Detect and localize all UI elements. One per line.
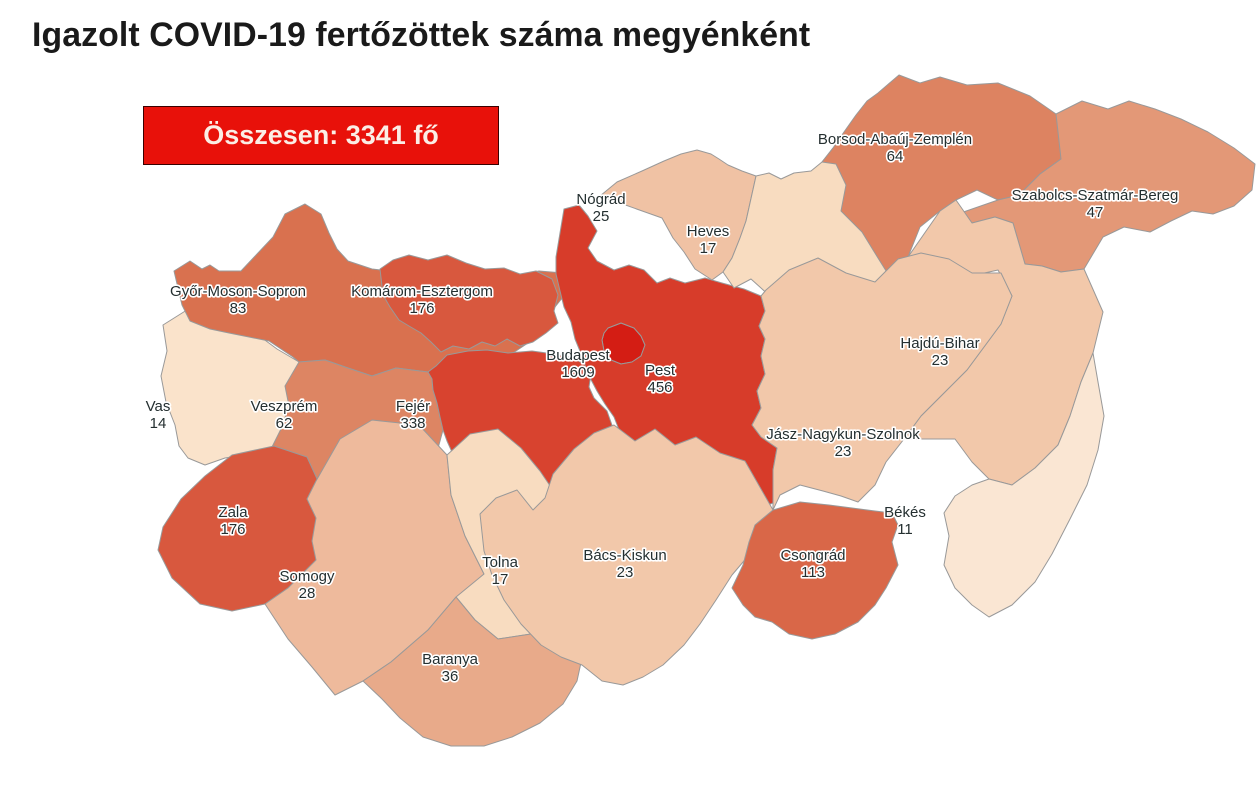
- svg-text:456: 456: [647, 379, 672, 396]
- svg-text:Nógrád: Nógrád: [576, 191, 625, 208]
- svg-text:47: 47: [1087, 204, 1104, 221]
- svg-text:23: 23: [932, 352, 949, 369]
- svg-text:Vas: Vas: [146, 398, 171, 415]
- svg-text:Veszprém: Veszprém: [251, 398, 318, 415]
- svg-text:Komárom-Esztergom: Komárom-Esztergom: [351, 283, 493, 300]
- svg-text:36: 36: [442, 668, 459, 685]
- svg-text:Tolna: Tolna: [482, 554, 519, 571]
- svg-text:62: 62: [276, 415, 293, 432]
- svg-text:338: 338: [400, 415, 425, 432]
- svg-text:113: 113: [801, 564, 825, 581]
- svg-text:Pest: Pest: [645, 362, 676, 379]
- svg-text:Baranya: Baranya: [422, 651, 479, 668]
- svg-text:23: 23: [617, 564, 634, 581]
- svg-text:Zala: Zala: [218, 504, 248, 521]
- svg-text:Győr-Moson-Sopron: Győr-Moson-Sopron: [170, 283, 306, 300]
- svg-text:64: 64: [887, 148, 904, 165]
- svg-text:14: 14: [150, 415, 167, 432]
- svg-text:Hajdú-Bihar: Hajdú-Bihar: [900, 335, 979, 352]
- svg-text:28: 28: [299, 585, 316, 602]
- svg-text:23: 23: [835, 443, 852, 460]
- svg-text:Fejér: Fejér: [396, 398, 430, 415]
- svg-text:Szabolcs-Szatmár-Bereg: Szabolcs-Szatmár-Bereg: [1012, 187, 1179, 204]
- svg-text:Budapest: Budapest: [546, 347, 610, 364]
- svg-text:1609: 1609: [561, 364, 594, 381]
- svg-text:176: 176: [220, 521, 245, 538]
- svg-text:25: 25: [593, 208, 610, 225]
- svg-text:Jász-Nagykun-Szolnok: Jász-Nagykun-Szolnok: [766, 426, 920, 443]
- svg-text:Csongrád: Csongrád: [780, 547, 845, 564]
- svg-text:17: 17: [492, 571, 509, 588]
- svg-text:17: 17: [700, 240, 717, 257]
- svg-text:Bács-Kiskun: Bács-Kiskun: [583, 547, 666, 564]
- svg-text:Borsod-Abaúj-Zemplén: Borsod-Abaúj-Zemplén: [818, 131, 972, 148]
- svg-text:Heves: Heves: [687, 223, 730, 240]
- svg-text:176: 176: [409, 300, 434, 317]
- svg-text:Somogy: Somogy: [279, 568, 335, 585]
- svg-text:Békés: Békés: [884, 504, 926, 521]
- svg-text:11: 11: [897, 521, 913, 538]
- svg-text:83: 83: [230, 300, 247, 317]
